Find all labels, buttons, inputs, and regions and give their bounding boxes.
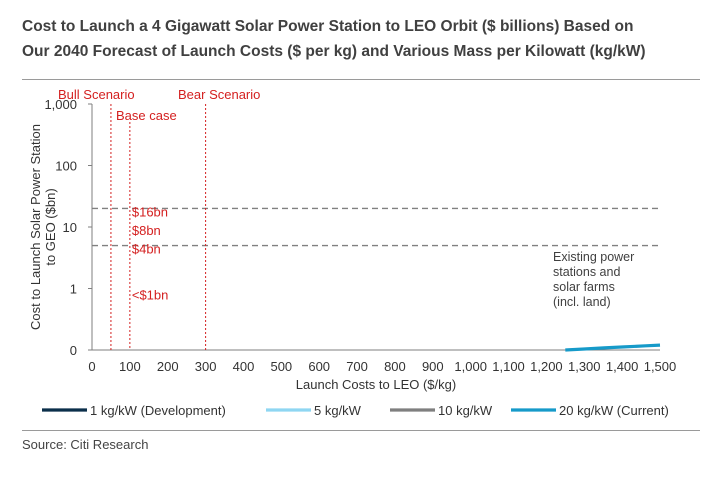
x-tick-label: 1,000 — [454, 359, 487, 374]
y-tick-label: 1 — [70, 282, 77, 297]
x-tick-label: 1,400 — [606, 359, 639, 374]
x-tick-label: 400 — [233, 359, 255, 374]
threshold-annotation-line: Existing power — [553, 250, 634, 264]
x-tick-label: 500 — [270, 359, 292, 374]
x-tick-label: 100 — [119, 359, 141, 374]
threshold-annotation-line: solar farms — [553, 280, 615, 294]
series-line — [565, 343, 661, 352]
threshold-annotation-line: (incl. land) — [553, 295, 611, 309]
x-tick-label: 1,200 — [530, 359, 563, 374]
y-tick-label: 0 — [70, 343, 77, 358]
y-axis-label: Cost to Launch Solar Power Stationto GEO… — [28, 124, 58, 330]
legend-label: 5 kg/kW — [314, 403, 362, 418]
x-tick-label: 700 — [346, 359, 368, 374]
chart-frame — [22, 79, 700, 431]
x-tick-label: 600 — [308, 359, 330, 374]
point-label: $16bn — [132, 204, 168, 219]
chart-title: Cost to Launch a 4 Gigawatt Solar Power … — [22, 14, 702, 64]
title-line-1: Cost to Launch a 4 Gigawatt Solar Power … — [22, 18, 634, 35]
x-axis-label: Launch Costs to LEO ($/kg) — [296, 377, 456, 392]
y-tick-label: 100 — [55, 159, 77, 174]
point-label: <$1bn — [132, 287, 169, 302]
x-tick-label: 200 — [157, 359, 179, 374]
point-label: $8bn — [132, 223, 161, 238]
threshold-annotation-line: stations and — [553, 265, 620, 279]
y-tick-label: 10 — [63, 220, 77, 235]
source-note: Source: Citi Research — [22, 437, 149, 452]
x-tick-label: 1,500 — [644, 359, 677, 374]
x-tick-label: 800 — [384, 359, 406, 374]
y-axis-label-line2: to GEO ($bn) — [43, 188, 58, 265]
x-tick-label: 1,100 — [492, 359, 525, 374]
x-tick-label: 1,300 — [568, 359, 601, 374]
legend-label: 1 kg/kW (Development) — [90, 403, 226, 418]
scenario-label: Bear Scenario — [178, 87, 260, 102]
x-tick-label: 300 — [195, 359, 217, 374]
legend-label: 10 kg/kW — [438, 403, 493, 418]
x-tick-label: 900 — [422, 359, 444, 374]
y-tick-label: 1,000 — [44, 97, 77, 112]
scenario-label: Bull Scenario — [58, 87, 135, 102]
scenario-label: Base case — [116, 108, 177, 123]
y-axis-label-line1: Cost to Launch Solar Power Station — [28, 124, 43, 330]
threshold-annotation: Existing power stations and solar farms (in… — [553, 250, 634, 309]
point-label: $4bn — [132, 241, 161, 256]
x-tick-label: 0 — [88, 359, 95, 374]
title-line-2: Our 2040 Forecast of Launch Costs ($ per… — [22, 43, 646, 60]
legend-label: 20 kg/kW (Current) — [559, 403, 669, 418]
